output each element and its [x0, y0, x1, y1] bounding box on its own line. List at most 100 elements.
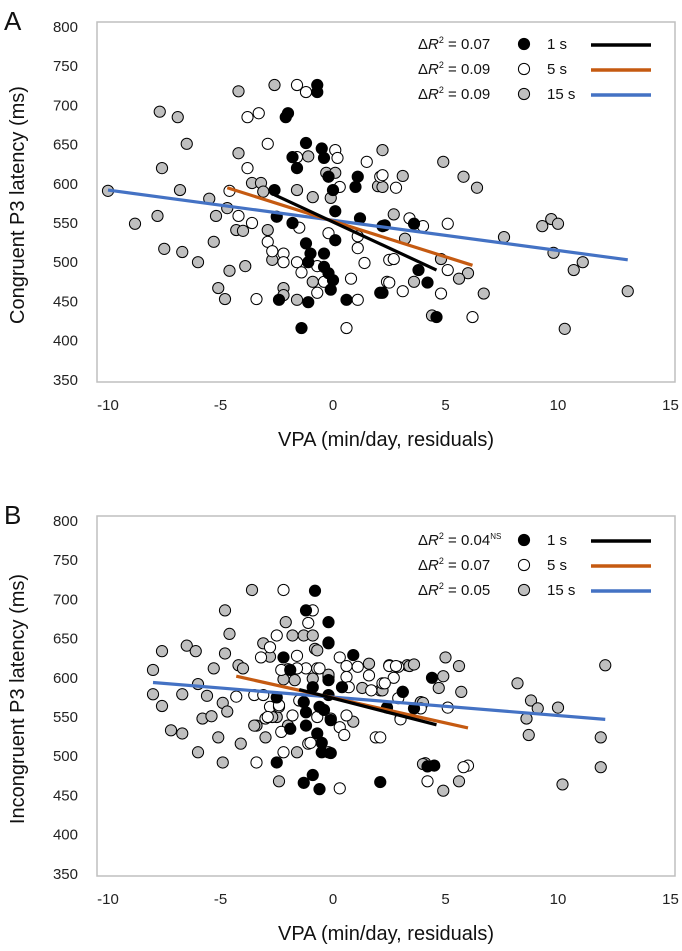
data-point — [434, 287, 448, 300]
data-point — [295, 266, 308, 279]
data-point — [299, 719, 313, 732]
data-point — [522, 728, 535, 742]
data-point — [232, 85, 245, 98]
data-point — [599, 659, 612, 672]
data-point — [340, 293, 353, 306]
data-point — [461, 267, 475, 280]
data-point — [455, 685, 468, 699]
data-point — [290, 256, 304, 269]
y-tick-label: 700 — [53, 97, 78, 114]
x-tick-label: -5 — [214, 891, 227, 908]
x-tick-label: -10 — [97, 891, 119, 908]
legend-marker — [517, 87, 531, 101]
y-tick-label: 550 — [53, 215, 78, 232]
data-point — [322, 636, 335, 649]
data-point — [594, 761, 607, 774]
data-point — [311, 85, 324, 99]
data-point — [326, 183, 340, 197]
stat-exponent: 2 — [439, 581, 444, 591]
data-point — [234, 737, 247, 750]
data-point — [313, 662, 326, 675]
data-point — [351, 660, 364, 673]
data-point — [322, 170, 335, 183]
data-point — [317, 247, 331, 260]
data-point — [396, 285, 409, 298]
data-point — [245, 583, 259, 597]
x-tick-label: 0 — [329, 891, 337, 908]
data-point — [441, 263, 454, 277]
y-axis-label: Incongruent P3 latency (ms) — [7, 574, 29, 824]
y-tick-label: 400 — [53, 827, 78, 844]
data-point — [146, 663, 160, 677]
regression-line-1s — [273, 193, 438, 272]
legend-label: 5 s — [547, 557, 567, 574]
data-point — [290, 78, 304, 92]
data-point — [457, 170, 470, 183]
data-point — [374, 775, 387, 789]
data-point — [421, 760, 434, 773]
data-point — [430, 310, 443, 324]
data-point — [306, 629, 319, 642]
data-point — [621, 285, 634, 298]
data-point — [576, 256, 589, 269]
data-point — [497, 231, 511, 244]
data-point — [277, 746, 290, 759]
data-point — [223, 627, 236, 640]
data-point — [153, 105, 166, 118]
y-tick-label: 500 — [53, 748, 78, 765]
data-point — [286, 709, 299, 722]
r-symbol: R — [428, 36, 439, 53]
data-point — [250, 756, 263, 769]
stat-value: = 0.09 — [444, 61, 490, 78]
data-point — [365, 684, 378, 697]
data-point — [286, 151, 299, 164]
y-tick-label: 600 — [53, 670, 78, 687]
r-symbol: R — [428, 582, 439, 599]
data-point — [259, 731, 272, 744]
y-tick-label: 450 — [53, 293, 78, 310]
data-point — [176, 727, 189, 740]
data-point — [374, 731, 387, 744]
data-point — [387, 252, 400, 266]
data-point — [146, 688, 160, 701]
r-symbol: R — [428, 557, 439, 574]
data-point — [441, 217, 454, 230]
stat-exponent: 2 — [439, 85, 444, 95]
data-point — [387, 671, 400, 684]
legend-marker — [517, 583, 531, 597]
legend-stat: ΔR2 = 0.05 — [418, 581, 490, 599]
stat-value: = 0.07 — [444, 36, 490, 53]
data-point — [232, 147, 245, 160]
y-tick-label: 650 — [53, 137, 78, 154]
legend-marker — [517, 558, 531, 572]
data-point — [299, 85, 313, 99]
data-point — [396, 685, 409, 699]
y-tick-label: 450 — [53, 787, 78, 804]
regression-line-5s — [226, 186, 473, 267]
data-point — [268, 183, 281, 197]
data-point — [344, 272, 358, 285]
data-point — [270, 756, 283, 769]
data-point — [205, 710, 218, 723]
data-point — [252, 107, 265, 120]
data-point — [155, 162, 169, 175]
data-point — [340, 659, 353, 673]
data-point — [302, 150, 315, 163]
series-5s — [230, 583, 475, 795]
legend-label: 1 s — [547, 532, 567, 549]
stat-value: = 0.09 — [444, 86, 490, 103]
data-point — [329, 234, 342, 247]
data-point — [158, 242, 171, 255]
data-point — [290, 746, 304, 759]
data-point — [340, 670, 353, 684]
data-point — [378, 677, 391, 690]
data-point — [306, 275, 319, 288]
stat-value: = 0.05 — [444, 582, 490, 599]
data-point — [333, 651, 346, 664]
data-point — [437, 670, 450, 683]
y-tick-label: 350 — [53, 372, 78, 389]
data-point — [376, 143, 389, 157]
x-tick-label: 5 — [441, 397, 449, 414]
legend-marker — [517, 62, 531, 76]
